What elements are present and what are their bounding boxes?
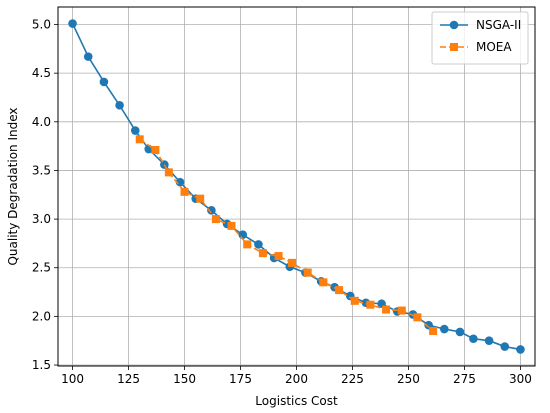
data-point-moea bbox=[243, 240, 252, 249]
data-point-nsga-ii bbox=[484, 336, 494, 346]
x-tick-label: 300 bbox=[509, 372, 532, 386]
x-tick-label: 125 bbox=[117, 372, 140, 386]
data-point-nsga-ii bbox=[99, 77, 109, 87]
x-tick-label: 175 bbox=[229, 372, 252, 386]
data-point-moea bbox=[196, 194, 205, 203]
y-tick-label: 3.0 bbox=[32, 212, 51, 226]
legend-label-nsga-ii: NSGA-II bbox=[476, 18, 521, 32]
data-point-moea bbox=[413, 313, 422, 322]
x-tick-label: 150 bbox=[173, 372, 196, 386]
x-tick-label: 275 bbox=[453, 372, 476, 386]
y-tick-label: 2.0 bbox=[32, 309, 51, 323]
data-point-nsga-ii bbox=[238, 230, 248, 239]
y-tick-label: 4.5 bbox=[32, 66, 51, 80]
data-point-moea bbox=[319, 278, 328, 287]
data-point-nsga-ii bbox=[500, 342, 510, 351]
x-tick-label: 100 bbox=[61, 372, 84, 386]
data-point-moea bbox=[366, 300, 375, 309]
y-tick-label: 5.0 bbox=[32, 18, 51, 32]
data-point-nsga-ii bbox=[175, 177, 185, 187]
series-layer bbox=[68, 19, 525, 354]
y-tick-label: 3.5 bbox=[32, 163, 51, 177]
gridlines bbox=[58, 7, 535, 366]
data-point-moea bbox=[211, 215, 220, 224]
y-tick-label: 2.5 bbox=[32, 261, 51, 275]
data-point-nsga-ii bbox=[115, 100, 124, 110]
data-point-moea bbox=[397, 306, 406, 315]
y-axis-label: Quality Degradation Index bbox=[6, 107, 20, 265]
data-point-nsga-ii bbox=[254, 240, 263, 249]
data-point-nsga-ii bbox=[207, 206, 216, 215]
data-point-moea bbox=[135, 135, 144, 144]
x-tick-label: 200 bbox=[285, 372, 308, 386]
data-point-moea bbox=[274, 252, 283, 261]
data-point-nsga-ii bbox=[516, 345, 525, 354]
data-point-moea bbox=[288, 258, 297, 267]
data-point-moea bbox=[164, 168, 173, 177]
data-point-nsga-ii bbox=[130, 126, 140, 135]
y-tick-label: 4.0 bbox=[32, 115, 51, 129]
data-point-moea bbox=[180, 187, 189, 196]
data-point-moea bbox=[335, 286, 344, 295]
legend: NSGA-II MOEA bbox=[431, 11, 529, 65]
axis-ticks: 100 125 150 175 200 225 250 275 300 1.5 2.0 2.5 3.0 3… bbox=[32, 18, 532, 386]
y-tick-label: 1.5 bbox=[32, 358, 51, 372]
legend-marker-nsga-ii bbox=[449, 20, 459, 30]
data-point-moea bbox=[350, 296, 359, 305]
x-axis-label: Logistics Cost bbox=[255, 394, 338, 408]
series-line-moea bbox=[139, 138, 434, 332]
data-point-nsga-ii bbox=[469, 334, 478, 344]
data-point-moea bbox=[227, 221, 236, 230]
x-tick-label: 225 bbox=[341, 372, 364, 386]
data-point-nsga-ii bbox=[68, 19, 77, 28]
data-point-nsga-ii bbox=[83, 52, 93, 61]
data-point-moea bbox=[429, 326, 438, 335]
legend-marker-moea bbox=[450, 43, 458, 51]
data-point-moea bbox=[151, 146, 160, 155]
data-point-moea bbox=[303, 268, 312, 277]
data-point-nsga-ii bbox=[440, 324, 449, 334]
legend-label-moea: MOEA bbox=[476, 40, 512, 54]
data-point-nsga-ii bbox=[455, 327, 465, 337]
data-point-moea bbox=[258, 249, 267, 258]
x-tick-label: 250 bbox=[397, 372, 420, 386]
data-point-moea bbox=[382, 305, 391, 314]
